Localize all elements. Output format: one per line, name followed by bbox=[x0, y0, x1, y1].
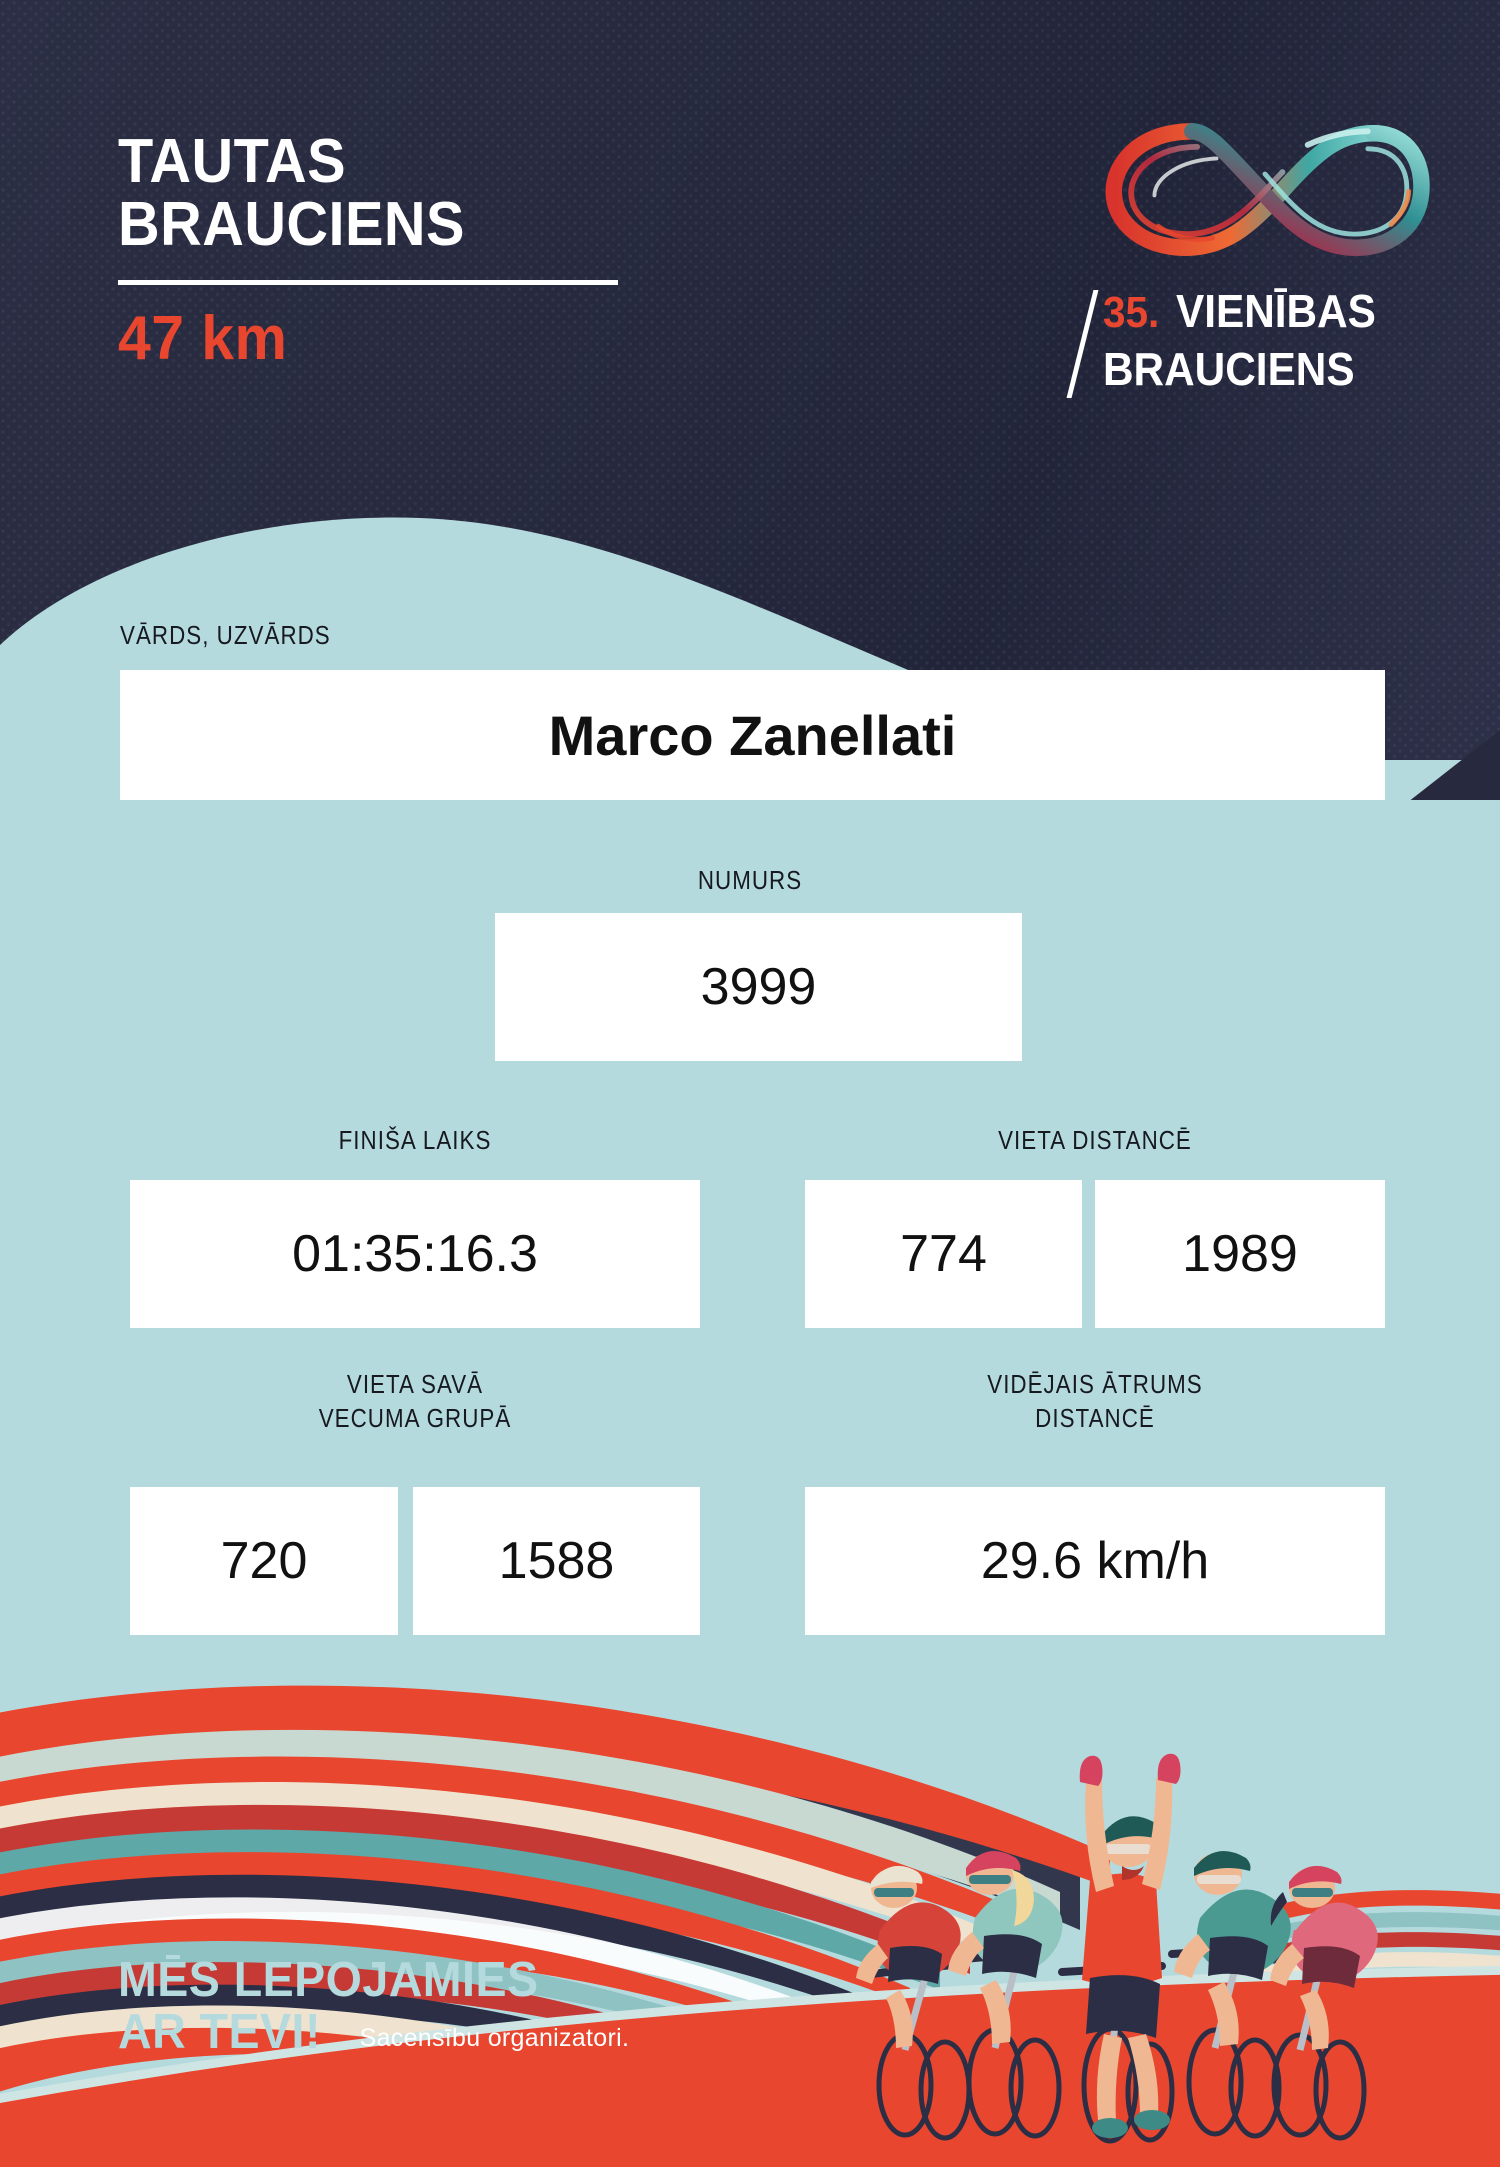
logo-name-line1: VIENĪBAS bbox=[1176, 285, 1377, 337]
avg-speed-label: VIDĒJAIS ĀTRUMS DISTANCĒ bbox=[846, 1368, 1345, 1436]
footer-tagline: MĒS LEPOJAMIES AR TEVI! Sacensību organi… bbox=[118, 1953, 630, 2059]
event-logo: 35. VIENĪBAS BRAUCIENS bbox=[1066, 110, 1430, 398]
cyclist-4 bbox=[1174, 1850, 1291, 2046]
age-group-total-box[interactable]: 1588 bbox=[413, 1487, 700, 1635]
logo-wordmark: 35. VIENĪBAS BRAUCIENS bbox=[1066, 284, 1430, 398]
number-value-box[interactable]: 3999 bbox=[495, 913, 1022, 1061]
age-group-label-line1: VIETA SAVĀ bbox=[346, 1369, 484, 1399]
name-label: VĀRDS, UZVĀRDS bbox=[120, 620, 331, 650]
place-distance-total: 1989 bbox=[1182, 1225, 1298, 1283]
age-group-total: 1588 bbox=[498, 1532, 615, 1590]
finish-time-label: FINIŠA LAIKS bbox=[338, 1125, 492, 1155]
tagline-line2: AR TEVI! bbox=[118, 2004, 321, 2059]
event-distance: 47 km bbox=[118, 304, 288, 374]
speed-streaks-left bbox=[0, 1685, 1110, 2118]
age-group-value: 720 bbox=[220, 1532, 308, 1590]
age-group-value-box[interactable]: 720 bbox=[130, 1487, 398, 1635]
place-distance-total-box[interactable]: 1989 bbox=[1095, 1180, 1385, 1328]
finish-line-illustration bbox=[0, 1630, 1500, 2167]
cyclist-winner bbox=[1079, 1753, 1181, 2138]
tagline-line1: MĒS LEPOJAMIES bbox=[118, 1953, 539, 2007]
avg-speed-label-line1: VIDĒJAIS ĀTRUMS bbox=[987, 1369, 1203, 1399]
organizer-signature: Sacensību organizatori. bbox=[359, 2023, 630, 2052]
number-value: 3999 bbox=[700, 958, 817, 1016]
age-group-label: VIETA SAVĀ VECUMA GRUPĀ bbox=[170, 1368, 660, 1436]
cyclist-group bbox=[856, 1753, 1378, 2144]
place-distance-value-box[interactable]: 774 bbox=[805, 1180, 1082, 1328]
age-group-label-line2: VECUMA GRUPĀ bbox=[318, 1402, 512, 1433]
cyclist-2 bbox=[948, 1850, 1063, 2044]
event-title-block: TAUTAS BRAUCIENS 47 km bbox=[118, 130, 618, 374]
finish-time-value-box[interactable]: 01:35:16.3 bbox=[130, 1180, 700, 1328]
avg-speed-label-line2: DISTANCĒ bbox=[1035, 1402, 1155, 1433]
avg-speed-value-box[interactable]: 29.6 km/h bbox=[805, 1487, 1385, 1635]
place-distance-label: VIETA DISTANCĒ bbox=[998, 1125, 1192, 1155]
event-title-line1: TAUTAS bbox=[118, 127, 347, 196]
finish-time-value: 01:35:16.3 bbox=[292, 1225, 538, 1283]
event-title-line2: BRAUCIENS bbox=[118, 190, 465, 260]
infinity-logo-icon bbox=[1105, 123, 1430, 256]
name-value: Marco Zanellati bbox=[548, 703, 957, 767]
title-divider-rule bbox=[118, 280, 618, 286]
number-label: NUMURS bbox=[697, 865, 803, 895]
cyclist-1 bbox=[856, 1865, 961, 2048]
name-value-box[interactable]: Marco Zanellati bbox=[120, 670, 1385, 800]
avg-speed-value: 29.6 km/h bbox=[980, 1532, 1210, 1590]
cyclist-5 bbox=[1270, 1865, 1378, 2050]
logo-edition-number: 35. bbox=[1103, 288, 1160, 337]
place-distance-value: 774 bbox=[900, 1225, 987, 1283]
logo-name-line2: BRAUCIENS bbox=[1103, 343, 1355, 395]
